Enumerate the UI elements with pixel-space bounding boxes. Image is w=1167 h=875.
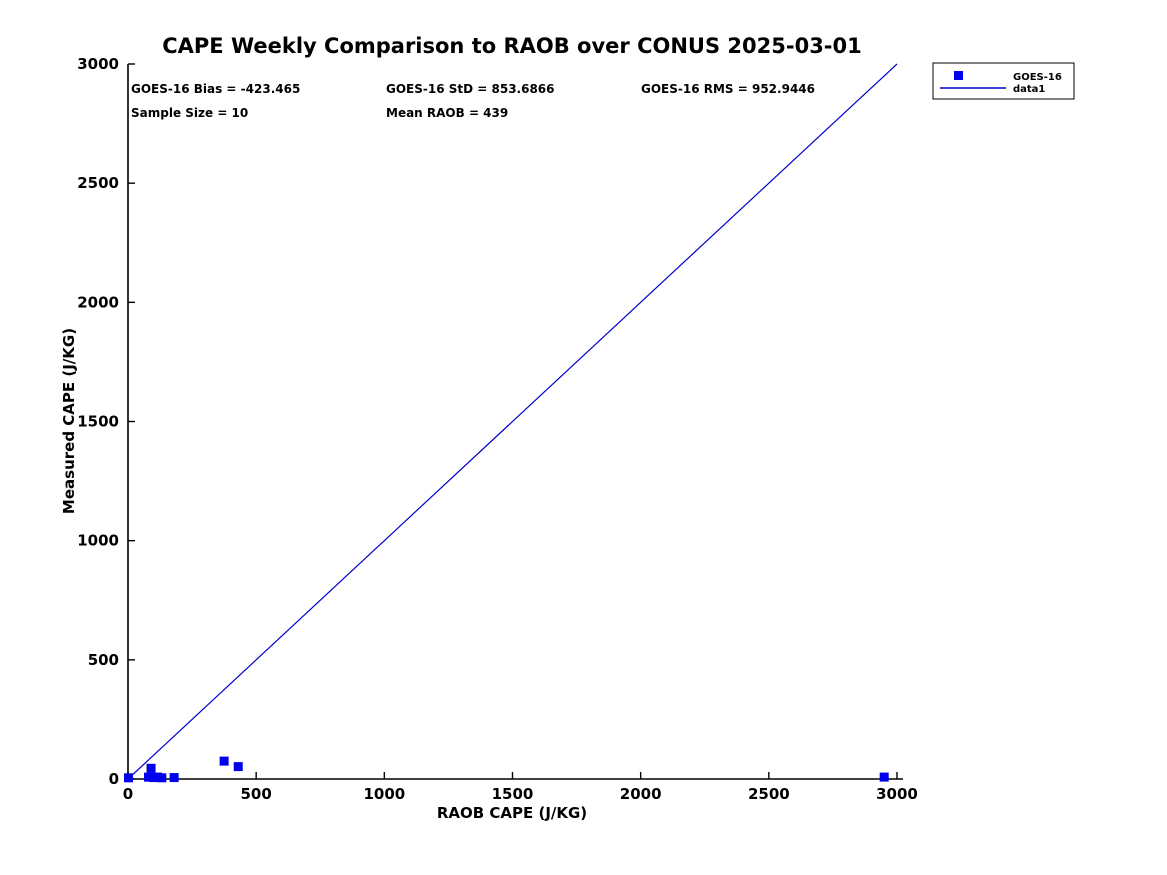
data-point-GOES-16 [144,772,154,782]
x-axis-label: RAOB CAPE (J/KG) [437,804,587,822]
data-point-GOES-16 [219,756,229,766]
y-tick-label: 500 [88,651,119,669]
x-tick-label: 2500 [748,785,790,803]
stat-rms: GOES-16 RMS = 952.9446 [641,82,815,96]
y-tick-label: 1000 [77,532,119,550]
stat-mean-raob: Mean RAOB = 439 [386,106,508,120]
identity-line-data1 [127,63,898,780]
x-tick-label: 0 [123,785,133,803]
y-axis-label: Measured CAPE (J/KG) [60,328,78,514]
plot-area: 0 500 1000 1500 2000 2500 3000 0 500 1000 1500 2000… [77,55,918,803]
y-tick-label: 0 [109,770,119,788]
stat-sample-size: Sample Size = 10 [131,106,248,120]
legend-box [932,62,1075,100]
stat-bias: GOES-16 Bias = -423.465 [131,82,300,96]
x-tick-label: 1500 [492,785,534,803]
data-point-GOES-16 [879,772,889,782]
legend-label-data1: data1 [1013,84,1045,95]
y-tick-label: 2500 [77,174,119,192]
x-tick-label: 500 [241,785,272,803]
data-point-GOES-16 [233,762,243,772]
legend: GOES-16 data1 [932,62,1075,100]
stat-std: GOES-16 StD = 853.6866 [386,82,555,96]
x-tick-label: 2000 [620,785,662,803]
y-tick-label: 1500 [77,413,119,431]
data-point-GOES-16 [169,773,179,783]
x-tick-label: 3000 [876,785,918,803]
data-point-GOES-16 [146,763,156,773]
legend-marker-goes16-icon [954,71,963,80]
x-tick-label: 1000 [363,785,405,803]
legend-label-goes16: GOES-16 [1013,72,1062,83]
chart-title: CAPE Weekly Comparison to RAOB over CONU… [162,34,862,58]
y-tick-label: 2000 [77,293,119,311]
data-point-GOES-16 [157,773,167,783]
y-tick-label: 3000 [77,55,119,73]
